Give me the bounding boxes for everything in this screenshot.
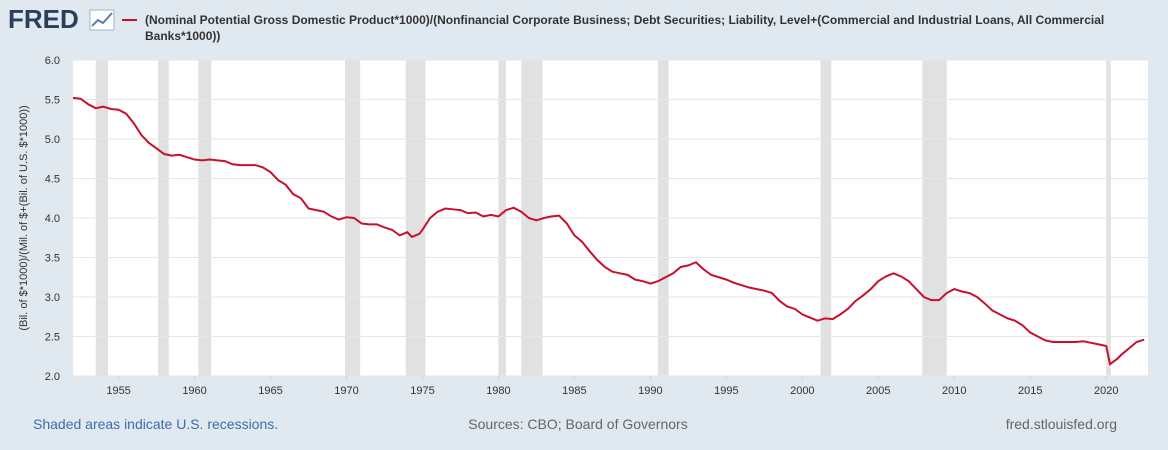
- x-tick-label: 1960: [182, 385, 206, 397]
- x-tick-label: 1975: [410, 385, 434, 397]
- x-tick-label: 2005: [866, 385, 890, 397]
- site: fred.stlouisfed.org: [1006, 416, 1117, 432]
- y-tick-label: 2.5: [45, 332, 60, 344]
- x-tick-label: 1980: [486, 385, 510, 397]
- x-tick-label: 2015: [1018, 385, 1042, 397]
- recession-note: Shaded areas indicate U.S. recessions.: [33, 416, 278, 432]
- y-tick-label: 2.0: [45, 371, 60, 383]
- x-tick-label: 2000: [790, 385, 814, 397]
- y-axis-label: (Bil. of $*1000)/(Mil. of $+(Bil. of U.S…: [18, 105, 30, 330]
- x-tick-label: 1955: [106, 385, 130, 397]
- logo: FRED: [8, 4, 79, 34]
- x-tick-label: 1995: [714, 385, 738, 397]
- series-line: [72, 96, 1145, 366]
- x-tick-label: 2020: [1094, 385, 1118, 397]
- x-tick-label: 1970: [334, 385, 358, 397]
- legend-label: (Nominal Potential Gross Domestic Produc…: [145, 13, 1105, 43]
- x-tick-label: 1985: [562, 385, 586, 397]
- x-tick-label: 1965: [258, 385, 282, 397]
- y-tick-label: 3.0: [45, 292, 60, 304]
- y-tick-label: 3.5: [45, 253, 60, 265]
- y-tick-label: 4.0: [45, 213, 60, 225]
- y-tick-label: 4.5: [45, 174, 60, 186]
- y-tick-label: 5.5: [45, 95, 60, 107]
- source: Sources: CBO; Board of Governors: [468, 416, 687, 432]
- logo-icon-line: [91, 12, 113, 27]
- x-tick-label: 2010: [942, 385, 966, 397]
- x-tick-label: 1990: [638, 385, 662, 397]
- y-tick-label: 6.0: [45, 55, 60, 67]
- logo-icon: [89, 9, 115, 31]
- y-tick-label: 5.0: [45, 134, 60, 146]
